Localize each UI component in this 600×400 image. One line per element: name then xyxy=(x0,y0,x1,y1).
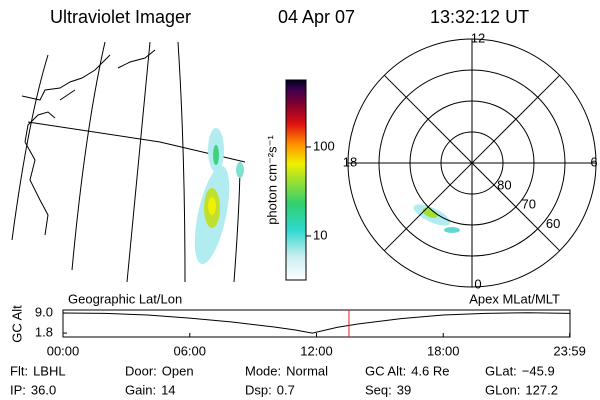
info-label: GLat: xyxy=(485,363,517,378)
colorbar xyxy=(285,79,307,281)
lat-label: 80 xyxy=(497,178,511,193)
altitude-curve xyxy=(62,312,570,334)
timeline-frame xyxy=(62,309,571,338)
info-value: 127.2 xyxy=(525,382,558,397)
lat-label: 70 xyxy=(522,197,536,212)
info-value: LBHL xyxy=(33,363,66,378)
info: Flt: LBHL Door: Open Mode: Normal GC Alt: 4.6 R… xyxy=(10,363,558,397)
info-value: Open xyxy=(162,363,194,378)
x-tick-label: 00:00 xyxy=(47,343,80,358)
info-label: Door: xyxy=(125,363,157,378)
timeline-left-label: Geographic Lat/Lon xyxy=(68,291,182,306)
timeline-right-label: Apex MLat/MLT xyxy=(469,291,560,306)
info-value: 14 xyxy=(161,382,175,397)
y-tick-label: 1.8 xyxy=(35,325,53,340)
info-value: 4.6 Re xyxy=(411,363,449,378)
info-label: Mode: xyxy=(245,363,281,378)
info-value: −45.9 xyxy=(522,363,555,378)
instrument: Ultraviolet Imager xyxy=(50,7,191,27)
lat-label: 60 xyxy=(546,216,560,231)
timeline-y-label: GC Alt xyxy=(9,305,24,343)
x-tick-label: 06:00 xyxy=(173,343,206,358)
x-tick-label: 12:00 xyxy=(300,343,333,358)
info-label: Seq: xyxy=(365,382,392,397)
info-value: 36.0 xyxy=(31,382,56,397)
colorbar-label: photon cm⁻²s⁻¹ xyxy=(264,135,279,225)
info-label: Dsp: xyxy=(245,382,272,397)
map xyxy=(11,41,246,283)
y-tick-label: 9.0 xyxy=(35,304,53,319)
x-tick-label: 23:59 xyxy=(553,343,586,358)
polar-grid xyxy=(347,38,597,288)
mlt-label: 6 xyxy=(590,154,597,169)
info-label: GLon: xyxy=(485,382,520,397)
polar-spoke xyxy=(383,74,561,252)
colorbar-tick-label: 10 xyxy=(313,227,327,242)
info-value: Normal xyxy=(286,363,328,378)
polar-aurora xyxy=(413,204,460,233)
date: 04 Apr 07 xyxy=(278,7,355,27)
mlt-label: 0 xyxy=(474,276,481,291)
info-label: Flt: xyxy=(10,363,28,378)
info-label: IP: xyxy=(10,382,26,397)
info-value: 39 xyxy=(397,382,411,397)
info-label: Gain: xyxy=(125,382,156,397)
info-value: 0.7 xyxy=(277,382,295,397)
mlt-label: 18 xyxy=(343,154,357,169)
time: 13:32:12 UT xyxy=(430,7,529,27)
x-tick-label: 18:00 xyxy=(427,343,460,358)
mlt-label: 12 xyxy=(471,30,485,45)
colorbar-tick-label: 100 xyxy=(313,138,335,153)
info-label: GC Alt: xyxy=(365,363,406,378)
